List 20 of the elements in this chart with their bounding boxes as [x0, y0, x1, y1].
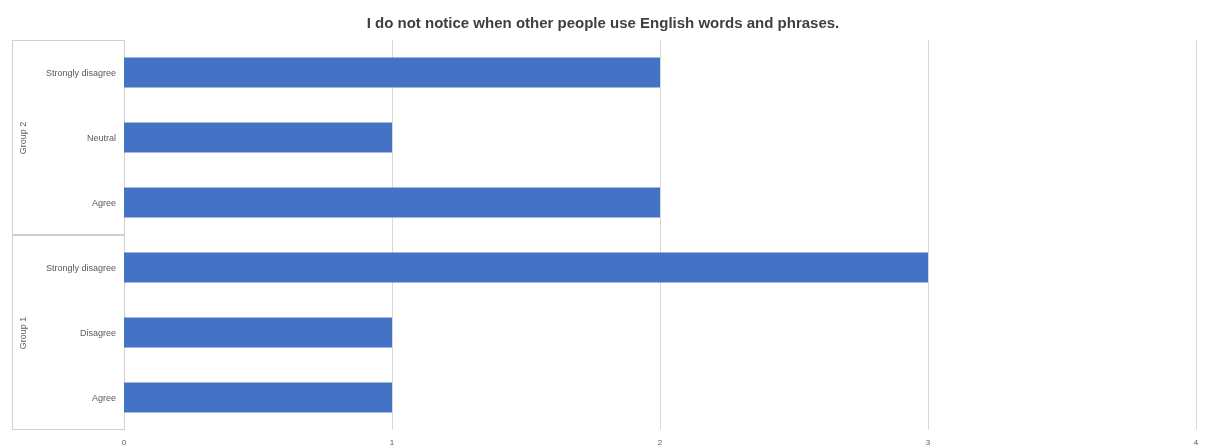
y-tick-label: Strongly disagree [45, 262, 116, 273]
y-tick-label: Neutral [86, 132, 116, 143]
chart-title: I do not notice when other people use English words and phrases. [366, 14, 840, 31]
bar [124, 57, 660, 88]
x-tick-label: 4 [1193, 437, 1199, 447]
text: Group 2 [18, 121, 28, 154]
text: Group 1 [18, 316, 28, 349]
y-tick-label: Agree [91, 392, 116, 403]
x-tick-label: 0 [121, 437, 127, 447]
bar [124, 252, 928, 283]
y-tick-label: Agree [91, 197, 116, 208]
y-tick-label: Disagree [79, 327, 116, 338]
bar [124, 187, 660, 218]
bar [124, 317, 392, 348]
x-tick-label: 2 [657, 437, 663, 447]
bar [124, 122, 392, 153]
bar [124, 382, 392, 413]
y-tick-label: Strongly disagree [45, 67, 116, 78]
x-tick-label: 3 [925, 437, 931, 447]
x-tick-label: 1 [389, 437, 395, 447]
